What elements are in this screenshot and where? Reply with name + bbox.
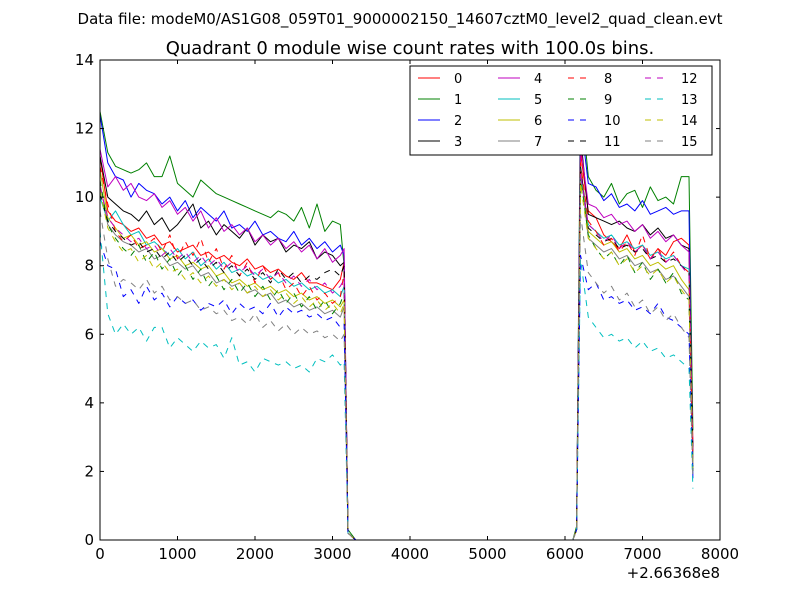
y-tick-label: 8 <box>84 257 94 275</box>
y-tick-label: 4 <box>84 394 94 412</box>
legend-label-2: 2 <box>454 114 462 129</box>
legend-box <box>409 65 713 156</box>
legend-label-3: 3 <box>454 135 462 150</box>
series-line-13 <box>99 231 694 541</box>
x-tick-label: 0 <box>95 545 105 563</box>
x-offset-label: +2.66368e8 <box>627 564 720 582</box>
x-tick-label: 1000 <box>158 545 196 563</box>
legend-label-13: 13 <box>681 93 698 108</box>
y-tick-label: 12 <box>75 120 94 138</box>
x-tick-label: 2000 <box>236 545 274 563</box>
legend-label-12: 12 <box>681 72 698 87</box>
legend-label-5: 5 <box>534 93 542 108</box>
legend-label-8: 8 <box>604 72 612 87</box>
x-tick-label: 7000 <box>623 545 661 563</box>
legend-label-11: 11 <box>604 135 621 150</box>
series-line-10 <box>99 241 694 541</box>
legend-label-7: 7 <box>534 135 542 150</box>
legend-label-10: 10 <box>604 114 621 129</box>
y-tick-label: 10 <box>75 188 94 206</box>
chart-title: Quadrant 0 module wise count rates with … <box>166 38 655 59</box>
legend-label-1: 1 <box>454 93 462 108</box>
x-tick-label: 5000 <box>468 545 506 563</box>
plot-frame <box>99 59 721 541</box>
y-tick-label: 14 <box>75 51 94 69</box>
legend-label-14: 14 <box>681 114 698 129</box>
legend-label-15: 15 <box>681 135 698 150</box>
legend-label-6: 6 <box>534 114 542 129</box>
x-tick-label: 3000 <box>313 545 351 563</box>
legend-label-9: 9 <box>604 93 612 108</box>
y-tick-label: 2 <box>84 462 94 480</box>
x-tick-label: 6000 <box>546 545 584 563</box>
y-tick-label: 6 <box>84 325 94 343</box>
x-tick-label: 4000 <box>391 545 429 563</box>
legend-label-4: 4 <box>534 72 542 87</box>
x-tick-label: 8000 <box>701 545 739 563</box>
data-file-suptitle: Data file: modeM0/AS1G08_059T01_90000021… <box>78 10 723 29</box>
y-tick-label: 0 <box>84 531 94 549</box>
ticks-layer: 0 1000 2000 3000 4000 5000 6000 7000 80000246810… <box>75 51 739 563</box>
legend-label-0: 0 <box>454 72 462 87</box>
